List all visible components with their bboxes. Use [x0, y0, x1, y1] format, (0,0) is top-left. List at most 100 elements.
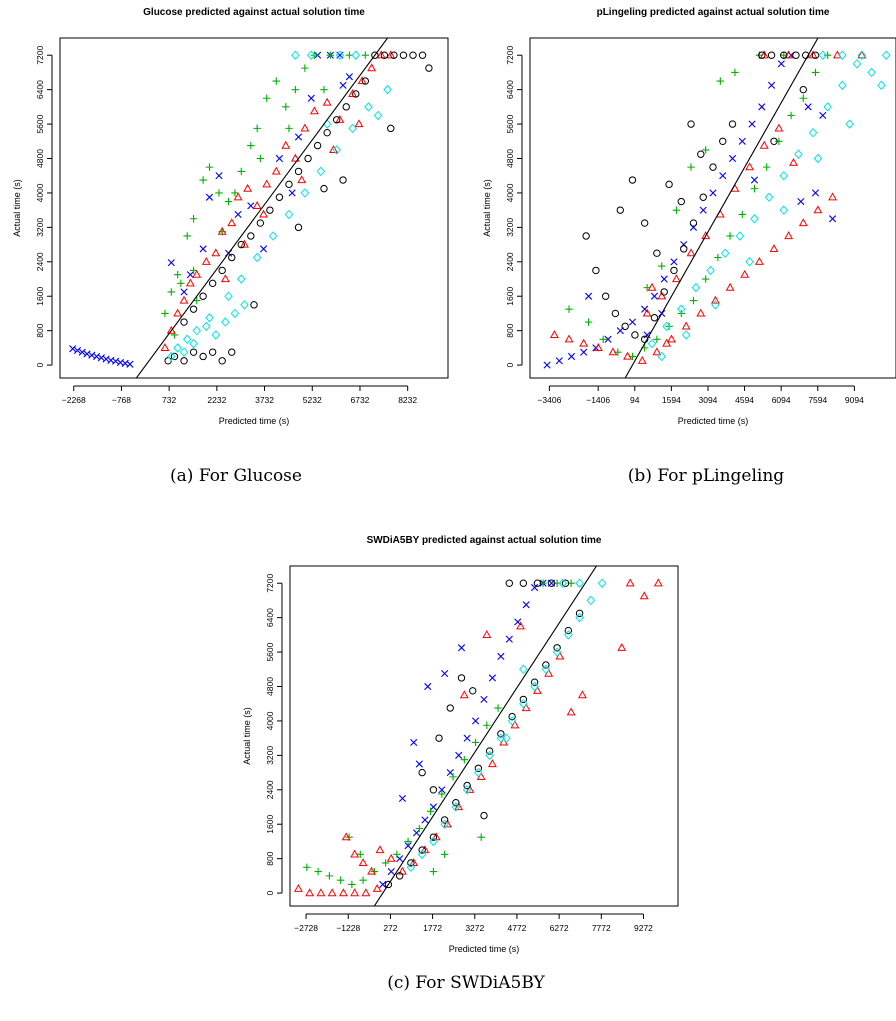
- green-point: [247, 141, 255, 150]
- black-point: [592, 266, 600, 275]
- red-point: [375, 845, 385, 854]
- red-point: [338, 888, 348, 897]
- red-point: [769, 244, 779, 252]
- cyan-point: [823, 102, 832, 112]
- y-tick-label: 0: [265, 890, 275, 895]
- cyan-point: [237, 274, 246, 284]
- cyan-point: [364, 102, 373, 112]
- blue-point: [480, 695, 488, 704]
- green-point: [750, 184, 759, 193]
- blue-point: [429, 803, 437, 811]
- cyan-point: [857, 50, 867, 60]
- blue-point: [215, 172, 223, 180]
- cyan-point: [373, 110, 383, 121]
- green-point: [714, 253, 722, 262]
- blue-point: [819, 111, 827, 120]
- cyan-point: [838, 50, 847, 60]
- y-tick-label: 5600: [265, 642, 275, 661]
- blue-point: [199, 245, 207, 253]
- cyan-point: [202, 321, 211, 332]
- green-point: [361, 51, 370, 59]
- x-tick-label: 272: [383, 923, 397, 933]
- cyan-point: [564, 630, 573, 640]
- green-point: [320, 85, 328, 94]
- cyan-point: [735, 231, 745, 241]
- blue-point: [777, 60, 785, 68]
- black-point: [313, 141, 322, 150]
- green-point: [460, 755, 469, 764]
- blue-point: [88, 351, 96, 359]
- red-point: [160, 343, 170, 351]
- blue-point: [584, 292, 593, 300]
- red-point: [740, 269, 750, 278]
- red-point: [681, 321, 691, 330]
- black-point: [352, 90, 360, 98]
- y-tick-label: 5600: [35, 114, 45, 133]
- x-tick-label: 1594: [662, 395, 681, 405]
- black-point: [390, 51, 398, 59]
- red-point: [667, 334, 676, 343]
- black-point: [561, 579, 570, 587]
- y-tick-label: 6400: [505, 80, 515, 99]
- red-point: [262, 179, 272, 188]
- x-tick-label: 2232: [207, 395, 226, 405]
- black-point: [770, 137, 778, 145]
- plot-frame: [529, 37, 896, 379]
- green-point: [823, 51, 832, 59]
- plot-glucose: Glucose predicted against actual solutio…: [12, 7, 449, 426]
- green-point: [672, 206, 681, 214]
- blue-point: [234, 210, 242, 219]
- green-point: [348, 880, 356, 889]
- red-point: [166, 325, 176, 334]
- green-point: [256, 154, 265, 163]
- red-point: [281, 140, 291, 149]
- cyan-point: [332, 145, 341, 155]
- blue-point: [738, 137, 746, 145]
- cyan-point: [189, 338, 198, 349]
- red-point: [789, 157, 798, 166]
- red-point: [754, 256, 764, 265]
- cyan-point: [575, 612, 584, 623]
- green-point: [237, 167, 245, 176]
- red-point: [201, 256, 211, 265]
- green-point: [483, 721, 491, 729]
- red-point: [192, 269, 202, 278]
- red-point: [476, 772, 486, 780]
- black-point: [621, 322, 629, 331]
- red-point: [335, 114, 345, 123]
- cyan-point: [182, 334, 192, 345]
- reference-line: [624, 38, 819, 378]
- cyan-point: [221, 317, 230, 327]
- blue-point: [288, 189, 296, 197]
- blue-point: [811, 189, 820, 197]
- chart-title: pLingeling predicted against actual solu…: [597, 7, 830, 18]
- red-point: [327, 888, 337, 897]
- red-point: [555, 651, 565, 660]
- black-point: [189, 305, 198, 313]
- red-point: [813, 205, 823, 214]
- red-point: [696, 308, 706, 317]
- red-point: [487, 759, 497, 768]
- x-tick-label: 3272: [465, 923, 484, 933]
- green-point: [282, 103, 290, 111]
- cyan-point: [750, 214, 759, 224]
- x-tick-label: 6732: [351, 395, 370, 405]
- x-tick-label: 7594: [808, 395, 827, 405]
- x-tick-label: 8232: [398, 395, 417, 405]
- red-point: [173, 308, 183, 317]
- red-point: [372, 883, 382, 892]
- blue-point: [567, 352, 576, 361]
- cyan-point: [877, 80, 886, 91]
- cyan-point: [351, 50, 361, 60]
- green-point: [263, 94, 271, 102]
- black-point: [480, 811, 488, 820]
- data-area: [69, 38, 433, 378]
- blue-point: [126, 360, 134, 368]
- blue-point: [69, 345, 77, 353]
- red-point: [710, 295, 720, 304]
- red-point: [639, 591, 649, 600]
- cyan-point: [348, 123, 357, 134]
- y-tick-label: 2400: [35, 252, 45, 271]
- cyan-point: [845, 119, 854, 129]
- green-point: [653, 335, 661, 343]
